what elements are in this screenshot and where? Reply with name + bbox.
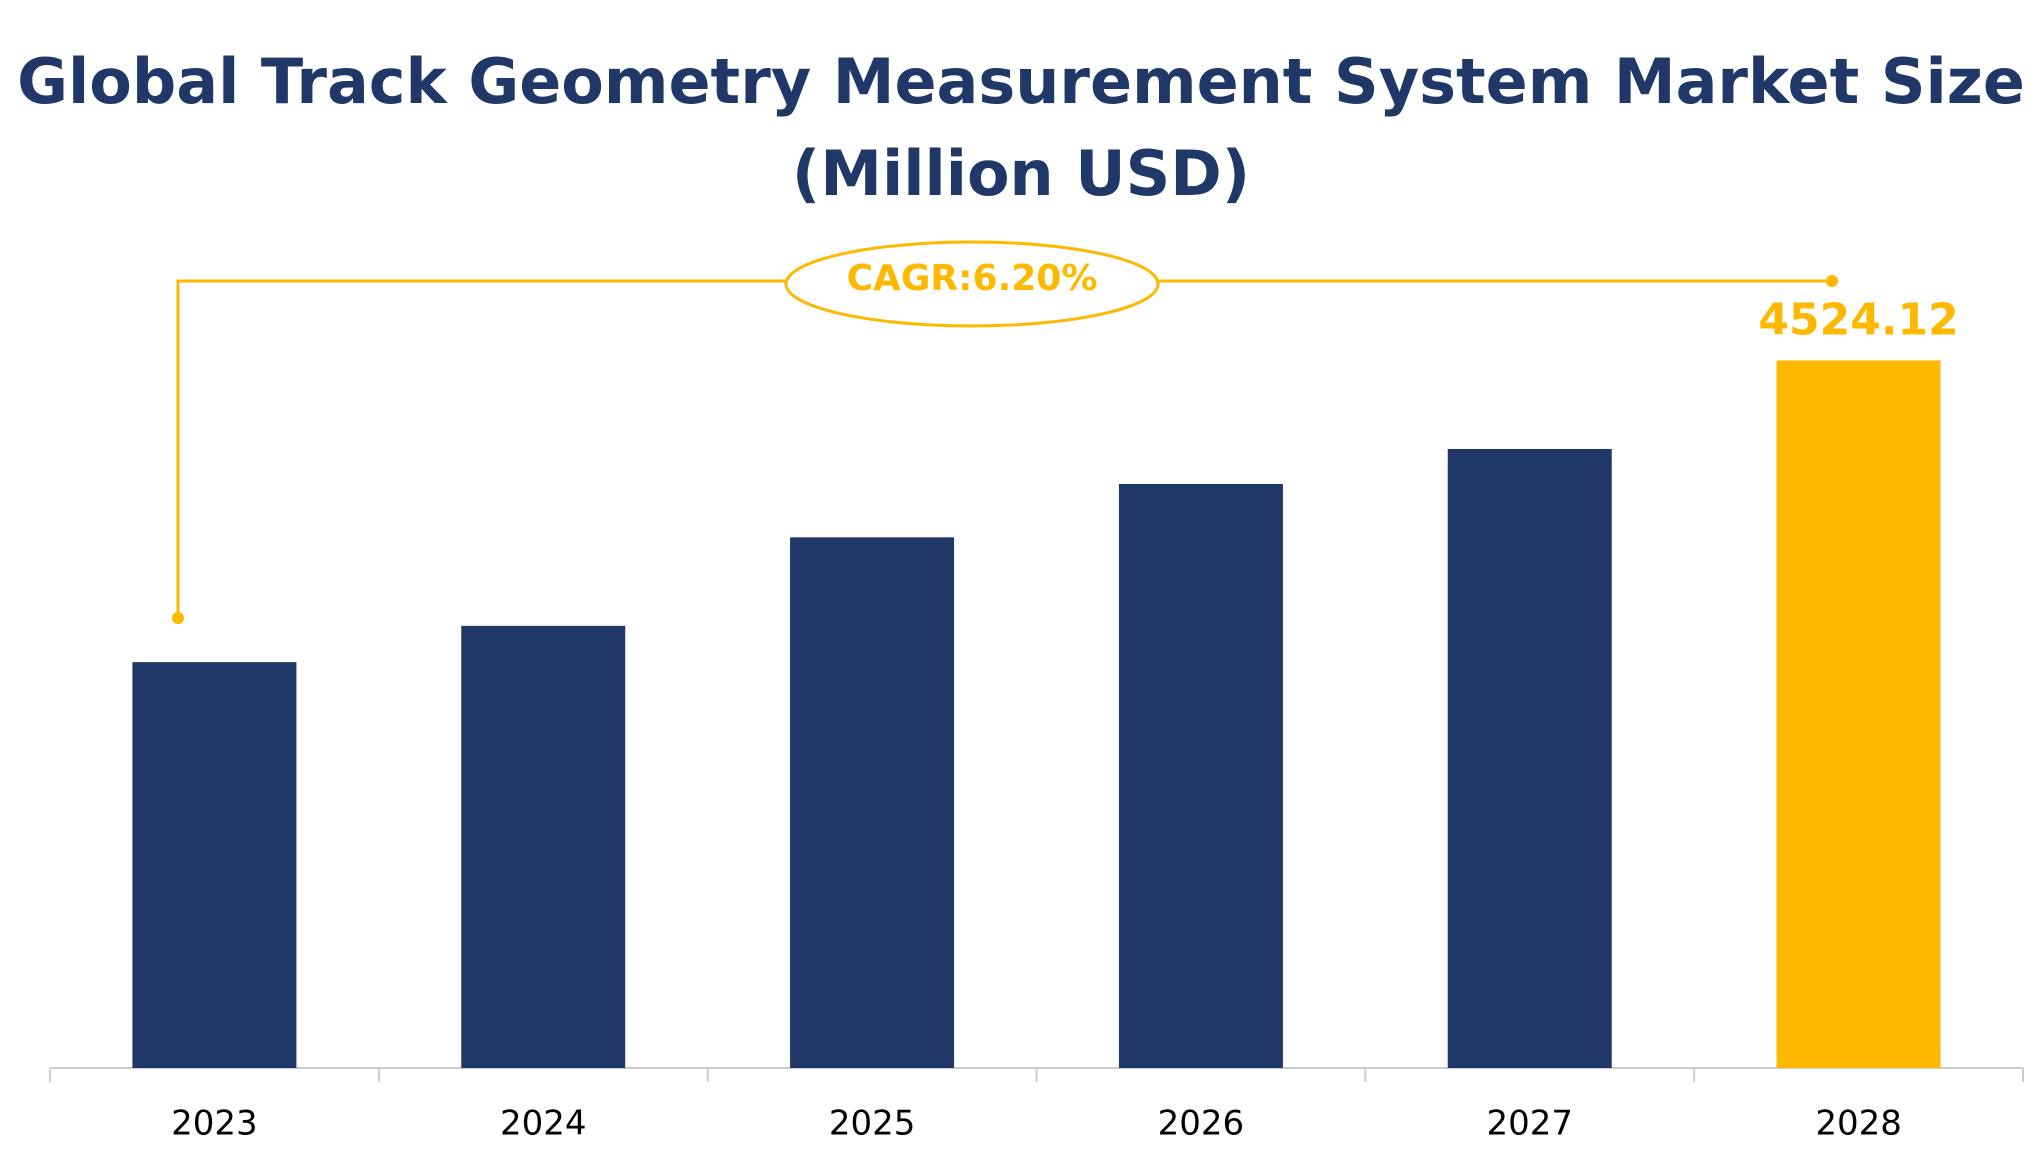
bar [461, 625, 626, 1068]
bar [1118, 484, 1283, 1068]
x-tick-label: 2025 [829, 1104, 916, 1144]
cagr-ellipse [784, 240, 1160, 328]
x-tick-label: 2028 [1815, 1104, 1902, 1144]
cagr-label: CAGR:6.20% [847, 258, 1098, 299]
cagr-bracket [176, 279, 786, 618]
bracket-dot [172, 612, 184, 624]
x-tick-label: 2023 [171, 1104, 258, 1144]
bar [790, 537, 955, 1068]
bar [1776, 360, 1941, 1069]
bar [132, 662, 297, 1068]
x-tick-label: 2027 [1486, 1104, 1573, 1144]
value-label: 4524.12 [1758, 294, 1958, 345]
x-tick-label: 2024 [500, 1104, 587, 1144]
x-tick-label: 2026 [1158, 1104, 1245, 1144]
bar [1447, 448, 1612, 1068]
bracket-dot [1826, 275, 1838, 287]
chart-subtitle: (Million USD) [792, 137, 1250, 210]
chart-title: Global Track Geometry Measurement System… [17, 45, 2025, 118]
